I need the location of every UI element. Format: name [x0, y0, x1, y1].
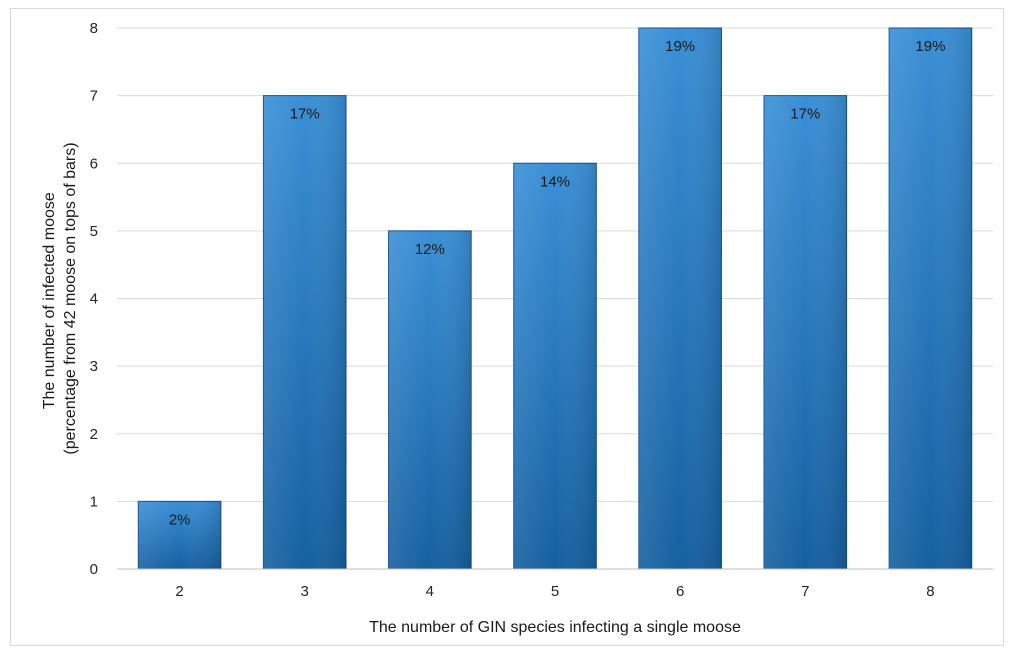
data-labels: 2% 17% 12% 14% 19% 17% 19% — [169, 38, 946, 528]
data-label: 19% — [915, 38, 945, 55]
data-label: 17% — [790, 106, 820, 123]
bars — [137, 27, 973, 570]
data-label: 14% — [540, 173, 570, 190]
x-tick-label: 6 — [676, 583, 684, 600]
x-tick-label: 4 — [426, 583, 434, 600]
bar-group — [513, 162, 597, 570]
data-label: 19% — [665, 38, 695, 55]
bar-shading — [263, 95, 347, 569]
y-axis-ticks: 0 1 2 3 4 5 6 7 8 — [90, 20, 98, 578]
bar-shading — [889, 28, 972, 569]
bar-shading — [388, 230, 472, 569]
y-tick-label: 3 — [90, 358, 98, 375]
x-tick-label: 8 — [926, 583, 934, 600]
x-axis-ticks: 2 3 4 5 6 7 8 — [175, 583, 934, 600]
data-label: 17% — [290, 106, 320, 123]
x-tick-label: 5 — [551, 583, 559, 600]
bar-group — [262, 95, 347, 570]
x-tick-label: 7 — [801, 583, 809, 600]
y-axis-title-line2: (percentage from 42 moose on tops of bar… — [62, 142, 79, 454]
bar-shading — [638, 28, 722, 569]
data-label: 2% — [169, 511, 191, 528]
y-tick-label: 6 — [90, 155, 98, 172]
y-tick-label: 8 — [90, 20, 98, 37]
bar-group — [888, 27, 973, 570]
bar-group — [388, 230, 472, 570]
bar-group — [137, 500, 222, 570]
y-axis-title: The number of infected moose (percentage… — [41, 142, 79, 454]
y-tick-label: 4 — [90, 291, 98, 308]
y-tick-label: 0 — [90, 561, 98, 578]
x-tick-label: 3 — [301, 583, 309, 600]
y-tick-label: 7 — [90, 88, 98, 105]
bar-group — [763, 95, 848, 570]
y-tick-label: 1 — [90, 493, 98, 510]
bar-shading — [763, 95, 847, 569]
x-axis-title: The number of GIN species infecting a si… — [369, 619, 741, 636]
y-axis-title-line1: The number of infected moose — [41, 192, 58, 409]
x-tick-label: 2 — [175, 583, 183, 600]
data-label: 12% — [415, 241, 445, 258]
y-tick-label: 5 — [90, 223, 98, 240]
bar-group — [638, 27, 722, 570]
y-tick-label: 2 — [90, 426, 98, 443]
bar-shading — [513, 163, 597, 569]
bar-shading — [138, 501, 221, 569]
